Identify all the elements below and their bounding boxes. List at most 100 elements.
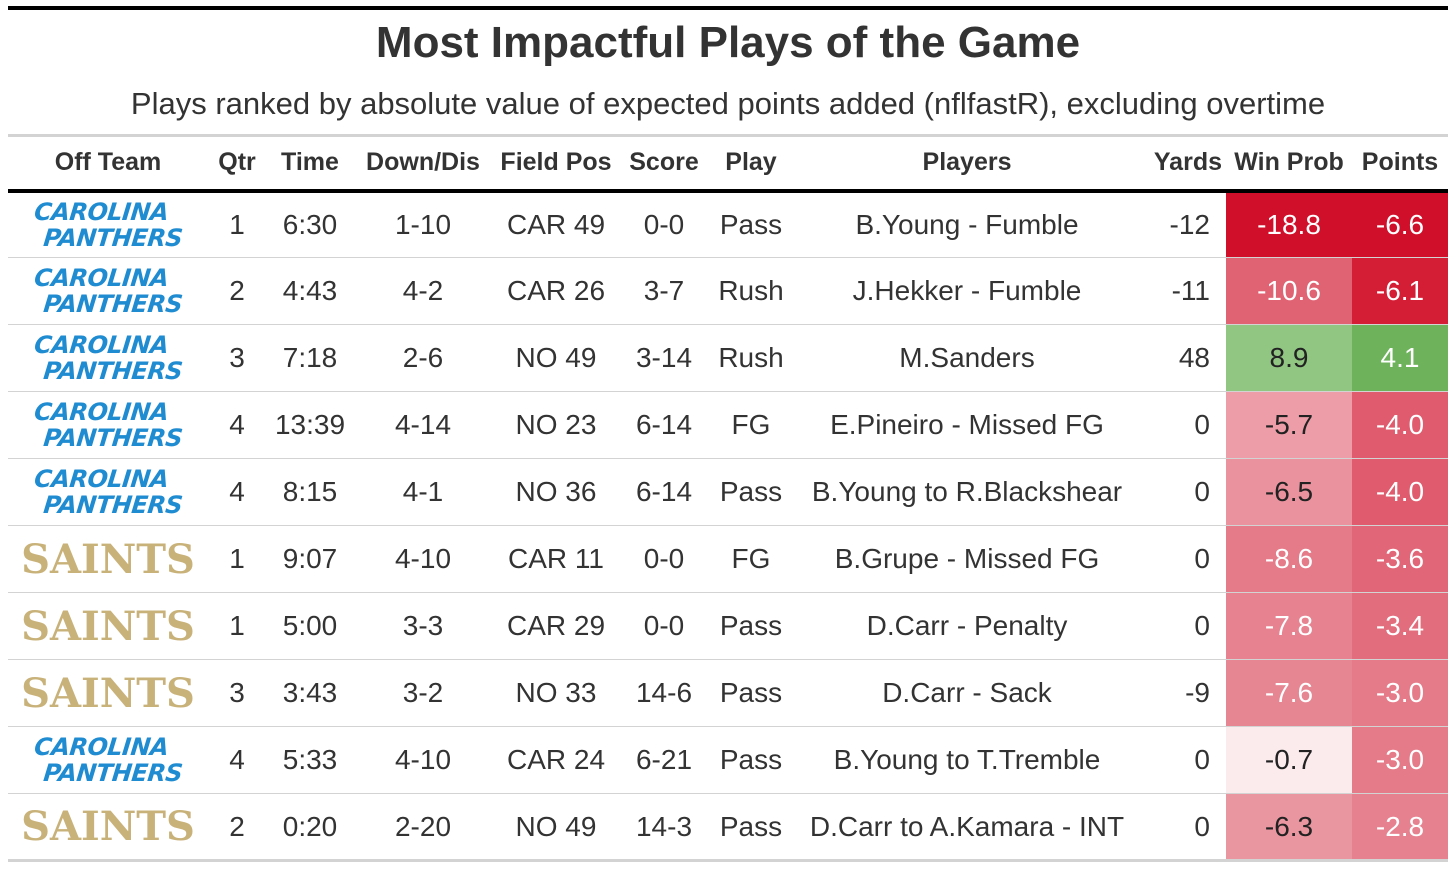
col-header-points: Points: [1352, 134, 1448, 193]
logo-line-1: CAROLINA: [32, 733, 170, 761]
off-team-cell: CAROLINA PANTHERS: [8, 458, 208, 526]
qtr-cell: 1: [208, 592, 266, 660]
win-prob-cell: -5.7: [1226, 391, 1352, 459]
score-cell: 3-14: [620, 324, 708, 392]
off-team-cell: CAROLINA PANTHERS: [8, 257, 208, 325]
new-orleans-saints-logo: SAINTS: [21, 602, 195, 650]
players-cell: B.Young to R.Blackshear: [794, 458, 1140, 526]
down-distance-cell: 4-2: [354, 257, 492, 325]
table-row: CAROLINA PANTHERS 1 6:30 1-10 CAR 49 0-0 Pass B.…: [8, 190, 1448, 258]
logo-line-2: PANTHERS: [41, 759, 184, 787]
time-cell: 8:15: [266, 458, 354, 526]
win-prob-cell: 8.9: [1226, 324, 1352, 392]
points-cell: -4.0: [1352, 391, 1448, 459]
time-cell: 5:33: [266, 726, 354, 794]
carolina-panthers-logo: CAROLINA PANTHERS: [30, 264, 186, 318]
field-position-cell: NO 23: [492, 391, 620, 459]
logo-line-1: CAROLINA: [32, 331, 170, 359]
players-cell: D.Carr - Sack: [794, 659, 1140, 727]
yards-cell: 0: [1140, 391, 1226, 459]
down-distance-cell: 1-10: [354, 190, 492, 258]
table-row: CAROLINA PANTHERS 4 13:39 4-14 NO 23 6-14 FG E.P…: [8, 391, 1448, 459]
logo-line-1: CAROLINA: [32, 197, 170, 226]
down-distance-cell: 4-10: [354, 726, 492, 794]
off-team-cell: CAROLINA PANTHERS: [8, 324, 208, 392]
field-position-cell: CAR 29: [492, 592, 620, 660]
table-row: SAINTS 3 3:43 3-2 NO 33 14-6 Pass D.Carr - Sack…: [8, 659, 1448, 727]
win-prob-cell: -7.6: [1226, 659, 1352, 727]
time-cell: 6:30: [266, 190, 354, 258]
plays-table-container: Off Team Qtr Time Down/Dis Field Pos Sco…: [8, 134, 1448, 862]
field-position-cell: CAR 11: [492, 525, 620, 593]
players-cell: J.Hekker - Fumble: [794, 257, 1140, 325]
win-prob-cell: -6.3: [1226, 793, 1352, 862]
logo-line-1: CAROLINA: [32, 398, 170, 426]
qtr-cell: 3: [208, 659, 266, 727]
score-cell: 14-6: [620, 659, 708, 727]
field-position-cell: CAR 26: [492, 257, 620, 325]
players-cell: E.Pineiro - Missed FG: [794, 391, 1140, 459]
down-distance-cell: 2-20: [354, 793, 492, 862]
col-header-field-pos: Field Pos: [492, 134, 620, 193]
chart-title: Most Impactful Plays of the Game: [375, 18, 1081, 67]
players-cell: B.Grupe - Missed FG: [794, 525, 1140, 593]
players-cell: B.Young to T.Tremble: [794, 726, 1140, 794]
score-cell: 0-0: [620, 190, 708, 258]
logo-line-1: CAROLINA: [32, 465, 170, 493]
qtr-cell: 1: [208, 525, 266, 593]
new-orleans-saints-logo: SAINTS: [21, 803, 195, 850]
down-distance-cell: 4-10: [354, 525, 492, 593]
down-distance-cell: 2-6: [354, 324, 492, 392]
score-cell: 3-7: [620, 257, 708, 325]
field-position-cell: NO 49: [492, 324, 620, 392]
play-type-cell: Pass: [708, 726, 794, 794]
logo-line-2: PANTHERS: [41, 424, 184, 452]
play-type-cell: Pass: [708, 592, 794, 660]
table-row: CAROLINA PANTHERS 3 7:18 2-6 NO 49 3-14 Rush M.S…: [8, 324, 1448, 392]
win-prob-cell: -8.6: [1226, 525, 1352, 593]
col-header-qtr: Qtr: [208, 134, 266, 193]
score-cell: 6-21: [620, 726, 708, 794]
points-cell: -4.0: [1352, 458, 1448, 526]
field-position-cell: CAR 49: [492, 190, 620, 258]
plays-table: Off Team Qtr Time Down/Dis Field Pos Sco…: [8, 134, 1448, 862]
time-cell: 13:39: [266, 391, 354, 459]
qtr-cell: 3: [208, 324, 266, 392]
table-row: SAINTS 2 0:20 2-20 NO 49 14-3 Pass D.Carr to A.…: [8, 793, 1448, 862]
time-cell: 3:43: [266, 659, 354, 727]
carolina-panthers-logo: CAROLINA PANTHERS: [30, 197, 186, 252]
points-cell: -3.0: [1352, 726, 1448, 794]
yards-cell: 0: [1140, 525, 1226, 593]
qtr-cell: 2: [208, 793, 266, 862]
off-team-cell: SAINTS: [8, 659, 208, 727]
off-team-cell: SAINTS: [8, 525, 208, 593]
off-team-cell: SAINTS: [8, 793, 208, 862]
logo-line-2: PANTHERS: [41, 223, 184, 252]
col-header-off-team: Off Team: [8, 134, 208, 193]
score-cell: 6-14: [620, 391, 708, 459]
points-cell: -6.1: [1352, 257, 1448, 325]
yards-cell: -12: [1140, 190, 1226, 258]
players-cell: M.Sanders: [794, 324, 1140, 392]
col-header-time: Time: [266, 134, 354, 193]
win-prob-cell: -7.8: [1226, 592, 1352, 660]
off-team-cell: SAINTS: [8, 592, 208, 660]
field-position-cell: CAR 24: [492, 726, 620, 794]
logo-line-2: PANTHERS: [41, 290, 184, 318]
logo-line-2: PANTHERS: [41, 491, 184, 519]
qtr-cell: 4: [208, 458, 266, 526]
top-rule: [8, 6, 1448, 10]
points-cell: -3.6: [1352, 525, 1448, 593]
chart-subtitle: Plays ranked by absolute value of expect…: [130, 86, 1326, 121]
new-orleans-saints-logo: SAINTS: [21, 669, 195, 717]
time-cell: 9:07: [266, 525, 354, 593]
off-team-cell: CAROLINA PANTHERS: [8, 391, 208, 459]
col-header-win-prob: Win Prob: [1226, 134, 1352, 193]
logo-line-2: PANTHERS: [41, 357, 184, 385]
yards-cell: 0: [1140, 592, 1226, 660]
yards-cell: 0: [1140, 726, 1226, 794]
play-type-cell: FG: [708, 525, 794, 593]
yards-cell: 0: [1140, 793, 1226, 862]
carolina-panthers-logo: CAROLINA PANTHERS: [30, 465, 186, 519]
down-distance-cell: 3-2: [354, 659, 492, 727]
